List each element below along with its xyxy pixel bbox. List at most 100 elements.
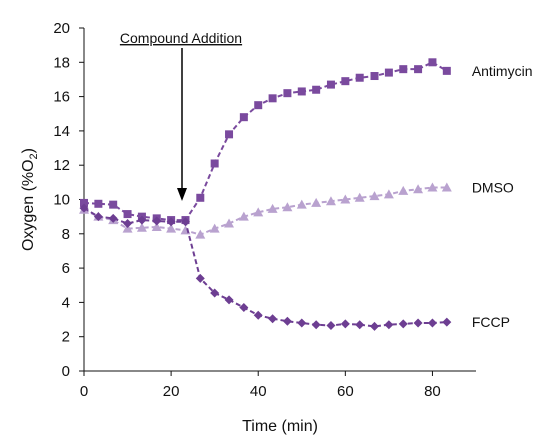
data-point-dmso [209, 223, 220, 233]
data-point-antimycin [384, 68, 393, 77]
data-point-dmso [195, 229, 206, 239]
data-point-fccp [137, 215, 147, 225]
y-tick-label: 8 [62, 226, 70, 243]
y-tick-label: 6 [62, 260, 70, 277]
data-point-antimycin [297, 87, 306, 96]
data-point-fccp [152, 216, 162, 226]
y-tick-label: 12 [53, 157, 70, 174]
data-point-dmso [166, 223, 177, 233]
annotation-group: Compound Addition [120, 30, 242, 201]
data-point-fccp [311, 320, 321, 330]
x-tick-label: 80 [424, 383, 441, 400]
data-point-antimycin [442, 66, 451, 75]
data-point-antimycin [283, 89, 292, 98]
data-point-antimycin [80, 198, 88, 207]
x-tick-label: 20 [163, 383, 180, 400]
data-point-fccp [79, 203, 89, 213]
data-point-dmso [398, 185, 409, 195]
data-point-fccp [195, 273, 205, 283]
data-point-antimycin [123, 210, 132, 219]
data-point-fccp [224, 295, 234, 305]
data-point-dmso [311, 197, 322, 207]
data-point-antimycin [399, 65, 408, 74]
y-tick-label: 0 [62, 363, 70, 380]
y-axis-title: Oxygen (%O2) [20, 148, 40, 251]
data-point-antimycin [341, 77, 350, 86]
data-point-dmso [340, 194, 351, 204]
data-point-fccp [427, 318, 437, 328]
y-tick-label: 4 [62, 294, 70, 311]
data-point-dmso [253, 207, 264, 217]
data-point-antimycin [428, 58, 437, 67]
data-point-antimycin [109, 200, 118, 209]
data-point-fccp [340, 319, 350, 329]
x-tick-label: 60 [337, 383, 354, 400]
y-tick-label: 10 [53, 192, 70, 209]
data-point-fccp [297, 318, 307, 328]
y-axis-title-subscript: 2 [28, 153, 40, 159]
data-point-fccp [442, 317, 452, 327]
y-tick-label: 20 [53, 20, 70, 37]
data-point-antimycin [225, 130, 234, 139]
series-label-fccp: FCCP [472, 314, 510, 330]
data-point-fccp [268, 314, 278, 324]
data-point-antimycin [326, 80, 335, 89]
x-tick-label: 40 [250, 383, 267, 400]
y-axis-title-close: ) [20, 148, 37, 153]
data-point-fccp [355, 320, 365, 330]
data-point-dmso [383, 189, 394, 199]
data-point-fccp [253, 310, 263, 320]
y-axis-title-main: Oxygen (%O [20, 159, 37, 251]
data-point-antimycin [94, 199, 103, 208]
series-dmso: DMSO [79, 179, 514, 239]
data-point-dmso [369, 191, 380, 201]
data-point-dmso [180, 225, 191, 235]
data-point-fccp [210, 288, 220, 298]
data-point-dmso [122, 223, 133, 233]
data-point-antimycin [268, 94, 277, 103]
arrow-head-icon [177, 188, 187, 201]
data-point-dmso [427, 182, 438, 192]
series-label-dmso: DMSO [472, 179, 514, 195]
series-antimycin: Antimycin [80, 58, 533, 225]
series-line-dmso [83, 186, 447, 236]
data-point-dmso [296, 199, 307, 209]
data-point-dmso [354, 192, 365, 202]
data-point-fccp [123, 219, 133, 229]
x-tick-label: 0 [80, 383, 88, 400]
data-point-antimycin [370, 72, 379, 81]
data-point-dmso [136, 222, 147, 232]
tick-marks: 0 20 40 60 80 0 2 4 6 8 10 12 14 16 18 20 [53, 20, 440, 400]
series-line-antimycin [83, 61, 448, 222]
data-point-fccp [93, 212, 103, 222]
y-tick-label: 2 [62, 329, 70, 346]
data-point-dmso [267, 203, 278, 213]
data-point-fccp [180, 217, 190, 227]
data-point-fccp [108, 213, 118, 223]
y-tick-label: 14 [53, 123, 70, 140]
y-tick-label: 18 [53, 54, 70, 71]
data-point-fccp [326, 321, 336, 331]
data-point-antimycin [414, 65, 423, 74]
data-point-antimycin [254, 101, 263, 110]
data-point-fccp [370, 321, 380, 331]
data-point-dmso [151, 221, 162, 231]
data-point-antimycin [196, 193, 205, 202]
y-tick-label: 16 [53, 89, 70, 106]
data-point-fccp [398, 319, 408, 329]
series-line-fccp [83, 207, 447, 328]
series-group: Antimycin DMSO FCCP [79, 58, 533, 331]
data-point-fccp [413, 318, 423, 328]
data-point-dmso [325, 196, 336, 206]
data-point-fccp [282, 316, 292, 326]
series-fccp: FCCP [79, 203, 510, 331]
data-point-fccp [166, 217, 176, 227]
compound-addition-label: Compound Addition [120, 30, 242, 46]
data-point-antimycin [239, 113, 248, 122]
data-point-fccp [239, 303, 249, 313]
x-axis-title: Time (min) [242, 418, 318, 435]
series-label-antimycin: Antimycin [472, 63, 533, 79]
data-point-antimycin [210, 159, 219, 168]
